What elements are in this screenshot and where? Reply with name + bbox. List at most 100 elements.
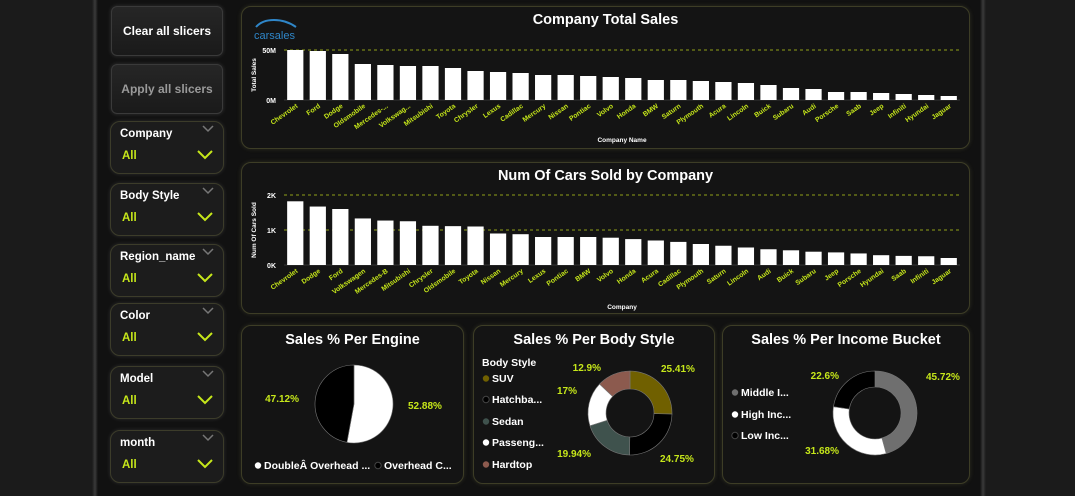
chevron-down-icon[interactable] [202,434,214,442]
bar[interactable] [647,240,664,266]
bar[interactable] [737,247,755,266]
bar[interactable] [535,75,552,100]
bar[interactable] [737,83,755,100]
dropdown-chevron-icon[interactable] [197,273,213,283]
bar[interactable] [715,245,732,265]
bar[interactable] [489,72,507,100]
slicer-value[interactable]: All [122,212,137,224]
bar[interactable] [467,226,484,266]
bar[interactable] [512,73,529,100]
pie-slice[interactable] [589,419,631,456]
bar[interactable] [625,239,642,265]
legend-item[interactable]: Sedan [492,416,524,428]
bar[interactable] [918,95,935,100]
legend-item[interactable]: Overhead C... [384,460,452,472]
pie-slice[interactable] [599,370,631,397]
bar[interactable] [602,237,619,265]
bar[interactable] [873,93,890,100]
slicer-value[interactable]: All [122,273,137,285]
pie-slice[interactable] [874,370,918,454]
bar[interactable] [287,201,304,265]
chevron-down-icon[interactable] [202,307,214,315]
legend-item[interactable]: Passeng... [492,437,544,449]
bar[interactable] [692,81,709,100]
bar[interactable] [692,244,709,265]
bar[interactable] [332,54,349,100]
slicer-value[interactable]: All [122,332,137,344]
bar[interactable] [467,71,484,100]
bar[interactable] [805,89,822,100]
bar[interactable] [715,82,732,100]
chevron-down-icon[interactable] [202,187,214,195]
legend-item[interactable]: DoubleÂ Overhead ... [264,459,370,472]
bar[interactable] [309,51,326,100]
bar[interactable] [580,237,597,265]
legend-item[interactable]: Hatchba... [492,394,542,406]
bar[interactable] [782,250,800,265]
bar[interactable] [489,233,507,266]
chevron-down-icon[interactable] [202,125,214,133]
bar[interactable] [377,65,394,100]
bar[interactable] [399,66,417,100]
dropdown-chevron-icon[interactable] [197,150,213,160]
bar[interactable] [512,234,529,265]
chevron-down-icon[interactable] [202,370,214,378]
bar[interactable] [444,68,462,100]
pie-slice[interactable] [629,413,673,456]
bar[interactable] [940,96,957,100]
dropdown-chevron-icon[interactable] [197,459,213,469]
pie-slice[interactable] [833,370,876,410]
slicer-value[interactable]: All [122,459,137,471]
bar[interactable] [918,256,935,265]
clear-all-slicers-button[interactable]: Clear all slicers [111,6,223,56]
dropdown-chevron-icon[interactable] [197,212,213,222]
bar[interactable] [625,78,642,100]
bar[interactable] [895,94,912,100]
bar[interactable] [827,92,845,100]
slicer-region-name[interactable]: Region_name All [110,244,224,297]
bar[interactable] [332,209,349,265]
bar[interactable] [354,218,371,265]
bar[interactable] [895,255,912,265]
bar[interactable] [827,252,845,265]
bar[interactable] [377,220,394,265]
dropdown-chevron-icon[interactable] [197,395,213,405]
apply-all-slicers-button[interactable]: Apply all slicers [111,64,223,114]
slicer-body-style[interactable]: Body Style All [110,183,224,236]
legend-item[interactable]: SUV [492,373,514,385]
legend-item[interactable]: High Inc... [741,409,791,421]
bar[interactable] [760,249,777,265]
bar[interactable] [399,221,417,265]
legend-item[interactable]: Low Inc... [741,430,789,442]
bar[interactable] [782,88,800,100]
slicer-value[interactable]: All [122,150,137,162]
pie-slice[interactable] [629,370,673,415]
legend-item[interactable]: Middle I... [741,387,789,399]
bar[interactable] [760,85,777,100]
pie-slice[interactable] [314,364,355,443]
bar[interactable] [422,66,439,100]
legend-item[interactable]: Hardtop [492,459,532,471]
slicer-company[interactable]: Company All [110,121,224,174]
bar[interactable] [940,258,957,265]
dropdown-chevron-icon[interactable] [197,332,213,342]
chevron-down-icon[interactable] [202,248,214,256]
bar[interactable] [602,77,619,100]
bar[interactable] [444,226,462,265]
pie-slice[interactable] [346,364,394,444]
bar[interactable] [309,206,326,265]
bar[interactable] [873,255,890,265]
bar[interactable] [557,75,574,100]
bar[interactable] [422,225,439,265]
bar[interactable] [287,50,304,100]
bar[interactable] [354,64,371,100]
bar[interactable] [580,76,597,100]
slicer-month[interactable]: month All [110,430,224,483]
bar[interactable] [557,237,574,265]
bar[interactable] [805,251,822,265]
bar[interactable] [850,92,867,100]
bar[interactable] [647,80,664,100]
bar[interactable] [850,253,867,265]
bar[interactable] [670,80,687,100]
pie-slice[interactable] [832,406,887,456]
